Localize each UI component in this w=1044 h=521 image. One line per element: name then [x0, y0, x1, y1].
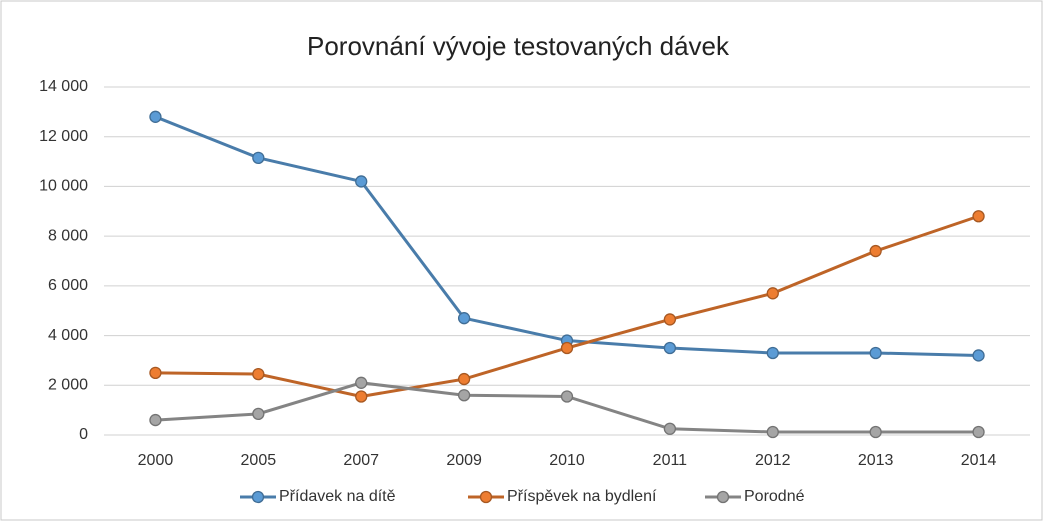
y-tick-label: 2 000 — [48, 377, 88, 394]
point-marker — [457, 312, 471, 325]
point-marker — [766, 287, 779, 300]
point-marker — [560, 390, 574, 403]
legend-label: Porodné — [744, 488, 805, 505]
point-marker — [149, 110, 162, 123]
point-marker — [972, 349, 985, 362]
x-tick-label: 2007 — [343, 452, 379, 469]
x-tick-label: 2010 — [549, 452, 585, 469]
point-marker — [149, 413, 162, 427]
legend-marker — [479, 490, 493, 504]
point-marker — [972, 425, 985, 439]
y-tick-label: 10 000 — [39, 178, 88, 195]
point-marker — [766, 425, 779, 439]
y-tick-label: 6 000 — [48, 277, 88, 294]
point-marker — [149, 366, 162, 380]
x-tick-label: 2000 — [138, 452, 174, 469]
point-marker — [457, 372, 471, 386]
legend-label: Příspěvek na bydlení — [507, 488, 657, 505]
x-tick-label: 2011 — [653, 452, 688, 469]
x-tick-label: 2005 — [241, 452, 277, 469]
point-marker — [252, 151, 265, 164]
chart-title: Porovnání vývoje testovaných dávek — [307, 31, 730, 61]
point-marker — [766, 346, 779, 360]
legend-marker — [251, 490, 265, 504]
x-tick-label: 2009 — [446, 452, 482, 469]
point-marker — [663, 422, 677, 435]
point-marker — [560, 341, 574, 355]
y-tick-label: 12 000 — [39, 128, 88, 145]
y-tick-label: 14 000 — [39, 78, 88, 95]
y-tick-label: 0 — [79, 426, 88, 443]
point-marker — [869, 244, 882, 258]
point-marker — [355, 390, 368, 403]
point-marker — [457, 389, 471, 402]
point-marker — [869, 425, 882, 439]
legend-marker — [716, 490, 730, 504]
point-marker — [663, 313, 677, 326]
x-tick-label: 2014 — [961, 452, 997, 469]
point-marker — [252, 407, 265, 421]
point-marker — [355, 376, 368, 389]
legend-label: Přídavek na dítě — [279, 488, 396, 505]
point-marker — [663, 341, 677, 355]
point-marker — [869, 346, 882, 360]
point-marker — [972, 210, 985, 223]
point-marker — [355, 175, 368, 188]
x-tick-label: 2013 — [858, 452, 894, 469]
point-marker — [252, 367, 265, 381]
y-tick-label: 4 000 — [48, 327, 88, 344]
y-tick-label: 8 000 — [48, 227, 88, 244]
x-tick-label: 2012 — [755, 452, 791, 469]
